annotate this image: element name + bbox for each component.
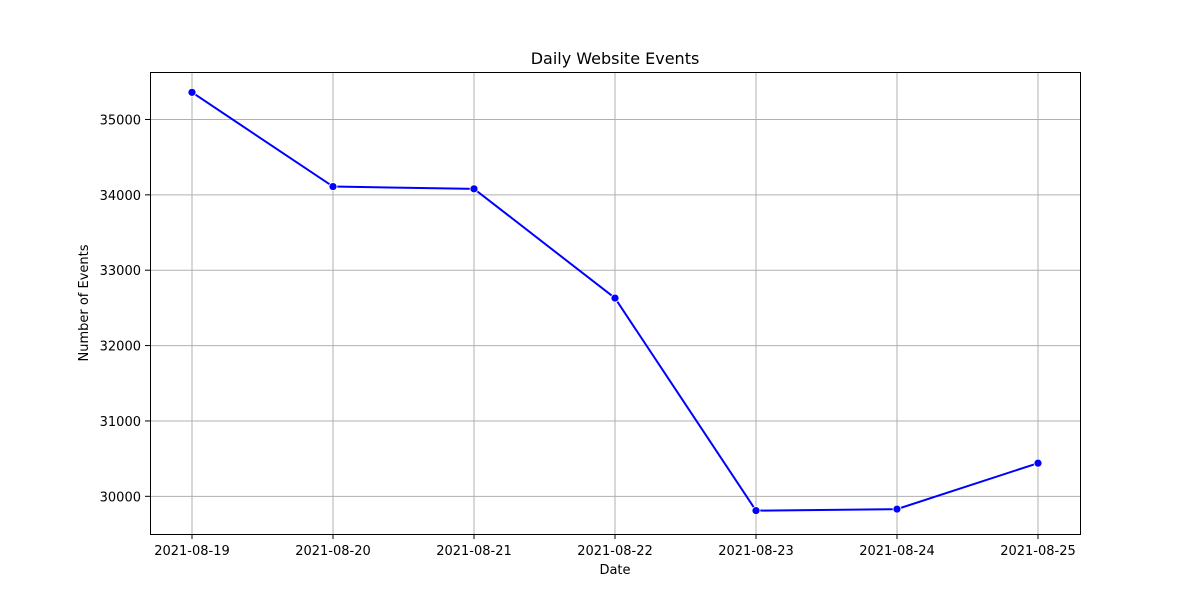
x-tick-label: 2021-08-19 (154, 544, 230, 559)
series-layer (187, 87, 1043, 516)
x-axis: 2021-08-19 2021-08-20 2021-08-21 2021-08-22… (154, 534, 1076, 559)
data-point (892, 504, 902, 514)
x-axis-label: Date (599, 563, 630, 578)
x-tick-label: 2021-08-22 (577, 544, 653, 559)
data-point (187, 87, 197, 97)
y-axis-label: Number of Events (77, 244, 92, 361)
y-tick-label: 30000 (100, 490, 141, 505)
data-point (469, 184, 479, 194)
data-point (328, 182, 338, 191)
y-tick-label: 34000 (100, 189, 141, 204)
x-tick-label: 2021-08-23 (718, 544, 794, 559)
y-tick-label: 31000 (100, 415, 141, 430)
y-tick-label: 33000 (100, 264, 141, 279)
x-tick-label: 2021-08-24 (859, 544, 935, 559)
data-point (751, 506, 761, 516)
x-tick-label: 2021-08-21 (436, 544, 512, 559)
x-tick-label: 2021-08-20 (295, 544, 371, 559)
grid-lines (150, 72, 1080, 534)
chart-title: Daily Website Events (531, 49, 700, 68)
data-point (1033, 458, 1043, 468)
y-tick-label: 35000 (100, 113, 141, 128)
y-tick-label: 32000 (100, 340, 141, 355)
y-axis: 30000 31000 32000 33000 34000 35000 (100, 113, 150, 505)
x-tick-label: 2021-08-25 (1000, 544, 1076, 559)
data-point (610, 293, 620, 303)
